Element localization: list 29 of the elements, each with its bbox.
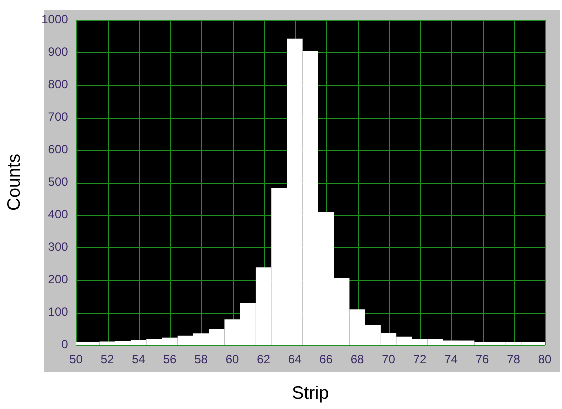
- x-tick-label: 54: [132, 352, 146, 367]
- x-tick-label: 74: [444, 352, 458, 367]
- x-tick-label: 76: [476, 352, 490, 367]
- y-tick-label: 700: [48, 110, 69, 124]
- y-tick-label: 500: [48, 174, 69, 189]
- x-tick-label: 70: [382, 352, 396, 367]
- x-tick-label: 68: [350, 352, 365, 367]
- y-tick-label: 400: [48, 207, 69, 222]
- x-tick-label: 72: [413, 352, 428, 367]
- x-tick-label: 56: [163, 352, 178, 367]
- x-tick-label: 52: [100, 352, 115, 367]
- x-tick-label: 60: [226, 352, 240, 367]
- y-tick-label: 200: [48, 272, 69, 286]
- x-tick-label: 62: [257, 352, 271, 367]
- x-tick-label: 58: [194, 352, 208, 367]
- y-tick-label: 900: [48, 44, 69, 59]
- y-tick-label: 300: [48, 240, 69, 254]
- y-tick-label: 1000: [42, 12, 69, 26]
- y-axis-title: Counts: [4, 154, 24, 212]
- y-tick-label: 100: [48, 304, 69, 319]
- y-tick-label: 600: [48, 142, 69, 156]
- x-tick-label: 78: [507, 352, 521, 367]
- x-tick-label: 80: [538, 352, 552, 367]
- x-tick-label: 66: [320, 352, 334, 367]
- x-axis-title: Strip: [292, 383, 330, 404]
- x-tick-label: 64: [288, 352, 302, 367]
- y-tick-label: 800: [48, 77, 69, 92]
- y-tick-label: 0: [62, 337, 69, 352]
- x-tick-label: 50: [70, 352, 84, 367]
